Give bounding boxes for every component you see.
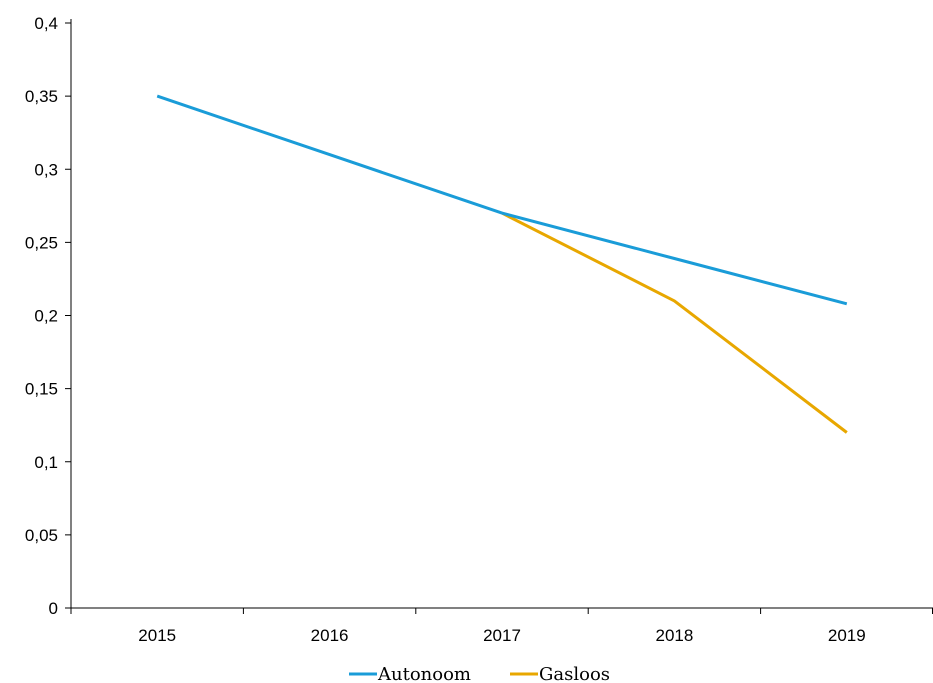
x-tick-label: 2016	[311, 626, 349, 645]
x-tick-label: 2017	[483, 626, 521, 645]
y-tick-label: 0,35	[25, 87, 58, 106]
legend-label: Gasloos	[539, 664, 610, 683]
y-tick-label: 0,25	[25, 233, 58, 252]
series-line-gasloos	[501, 211, 848, 434]
y-tick-label: 0,2	[34, 307, 58, 326]
series-layer	[156, 94, 848, 434]
y-tick-label: 0,15	[25, 380, 58, 399]
series-line-autonoom	[156, 94, 848, 306]
y-tick-label: 0,05	[25, 526, 58, 545]
y-tick-label: 0,3	[34, 160, 58, 179]
y-tick-label: 0	[49, 599, 58, 618]
x-tick-label: 2018	[655, 626, 693, 645]
legend: Autonoom Gasloos	[349, 664, 610, 683]
y-tick-label: 0,1	[34, 453, 58, 472]
x-axis: 2015 2016 2017 2018 2019	[70, 607, 933, 645]
x-tick-label: 2015	[138, 626, 176, 645]
legend-item-autonoom: Autonoom	[349, 664, 471, 683]
legend-item-gasloos: Gasloos	[510, 664, 610, 683]
y-tick-label: 0,4	[34, 14, 58, 33]
x-tick-label: 2019	[828, 626, 866, 645]
y-axis: 0 0,05 0,1 0,15 0,2 0,25 0,3 0,35 0,4	[25, 14, 72, 618]
legend-label: Autonoom	[377, 664, 471, 683]
